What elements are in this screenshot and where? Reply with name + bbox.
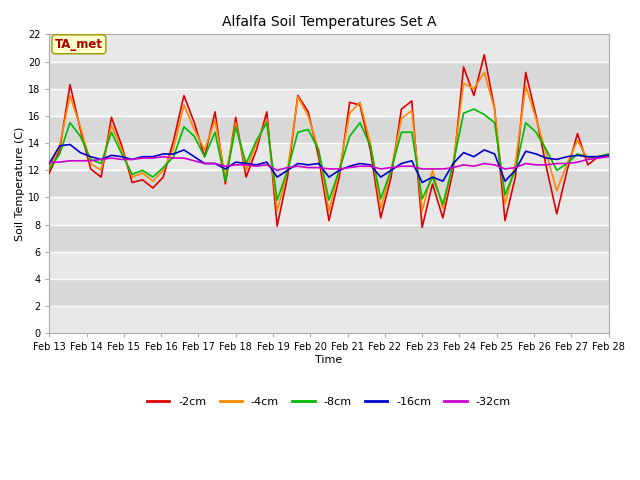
-2cm — [149, 185, 157, 191]
Line: -16cm: -16cm — [49, 144, 609, 182]
-4cm — [253, 140, 260, 146]
Bar — [49, 116, 609, 143]
-2cm — [595, 154, 602, 159]
-16cm — [159, 151, 167, 157]
-16cm — [419, 180, 426, 185]
Text: TA_met: TA_met — [55, 38, 103, 51]
-4cm — [180, 102, 188, 108]
-8cm — [180, 124, 188, 130]
-16cm — [66, 142, 74, 147]
-32cm — [605, 154, 612, 159]
-2cm — [563, 168, 571, 173]
-2cm — [45, 170, 53, 176]
-8cm — [595, 154, 602, 159]
-2cm — [419, 225, 426, 230]
-8cm — [45, 166, 53, 172]
Bar — [49, 197, 609, 225]
-2cm — [180, 93, 188, 98]
-8cm — [470, 106, 478, 112]
Title: Alfalfa Soil Temperatures Set A: Alfalfa Soil Temperatures Set A — [221, 15, 436, 29]
-32cm — [273, 168, 281, 173]
-16cm — [605, 153, 612, 158]
-32cm — [108, 155, 115, 161]
Bar — [49, 225, 609, 252]
-8cm — [439, 202, 447, 207]
-16cm — [118, 154, 125, 159]
-2cm — [108, 114, 115, 120]
-4cm — [149, 178, 157, 184]
Bar — [49, 252, 609, 279]
Bar — [49, 170, 609, 197]
Y-axis label: Soil Temperature (C): Soil Temperature (C) — [15, 127, 25, 241]
-16cm — [563, 154, 571, 159]
Bar — [49, 306, 609, 334]
-32cm — [159, 154, 167, 159]
X-axis label: Time: Time — [316, 355, 342, 365]
Legend: -2cm, -4cm, -8cm, -16cm, -32cm: -2cm, -4cm, -8cm, -16cm, -32cm — [143, 393, 515, 412]
-4cm — [273, 208, 281, 214]
-16cm — [191, 154, 198, 159]
-4cm — [108, 122, 115, 128]
-32cm — [45, 159, 53, 165]
-32cm — [595, 155, 602, 161]
Bar — [49, 61, 609, 89]
-4cm — [563, 161, 571, 167]
-8cm — [563, 161, 571, 167]
Line: -32cm: -32cm — [49, 156, 609, 170]
-16cm — [45, 161, 53, 167]
Bar — [49, 35, 609, 61]
Bar — [49, 279, 609, 306]
Bar — [49, 143, 609, 170]
-8cm — [108, 129, 115, 135]
-16cm — [263, 159, 271, 165]
Line: -8cm: -8cm — [49, 109, 609, 204]
-32cm — [263, 162, 271, 168]
-4cm — [481, 70, 488, 75]
-32cm — [563, 161, 571, 167]
-2cm — [481, 52, 488, 58]
-8cm — [149, 174, 157, 180]
Line: -4cm: -4cm — [49, 72, 609, 211]
-4cm — [45, 165, 53, 170]
-2cm — [605, 153, 612, 158]
-2cm — [253, 147, 260, 153]
-4cm — [595, 154, 602, 159]
-32cm — [191, 158, 198, 164]
-8cm — [253, 137, 260, 143]
Line: -2cm: -2cm — [49, 55, 609, 228]
Bar — [49, 89, 609, 116]
-16cm — [595, 154, 602, 159]
-32cm — [149, 155, 157, 161]
-8cm — [605, 151, 612, 157]
-4cm — [605, 151, 612, 157]
